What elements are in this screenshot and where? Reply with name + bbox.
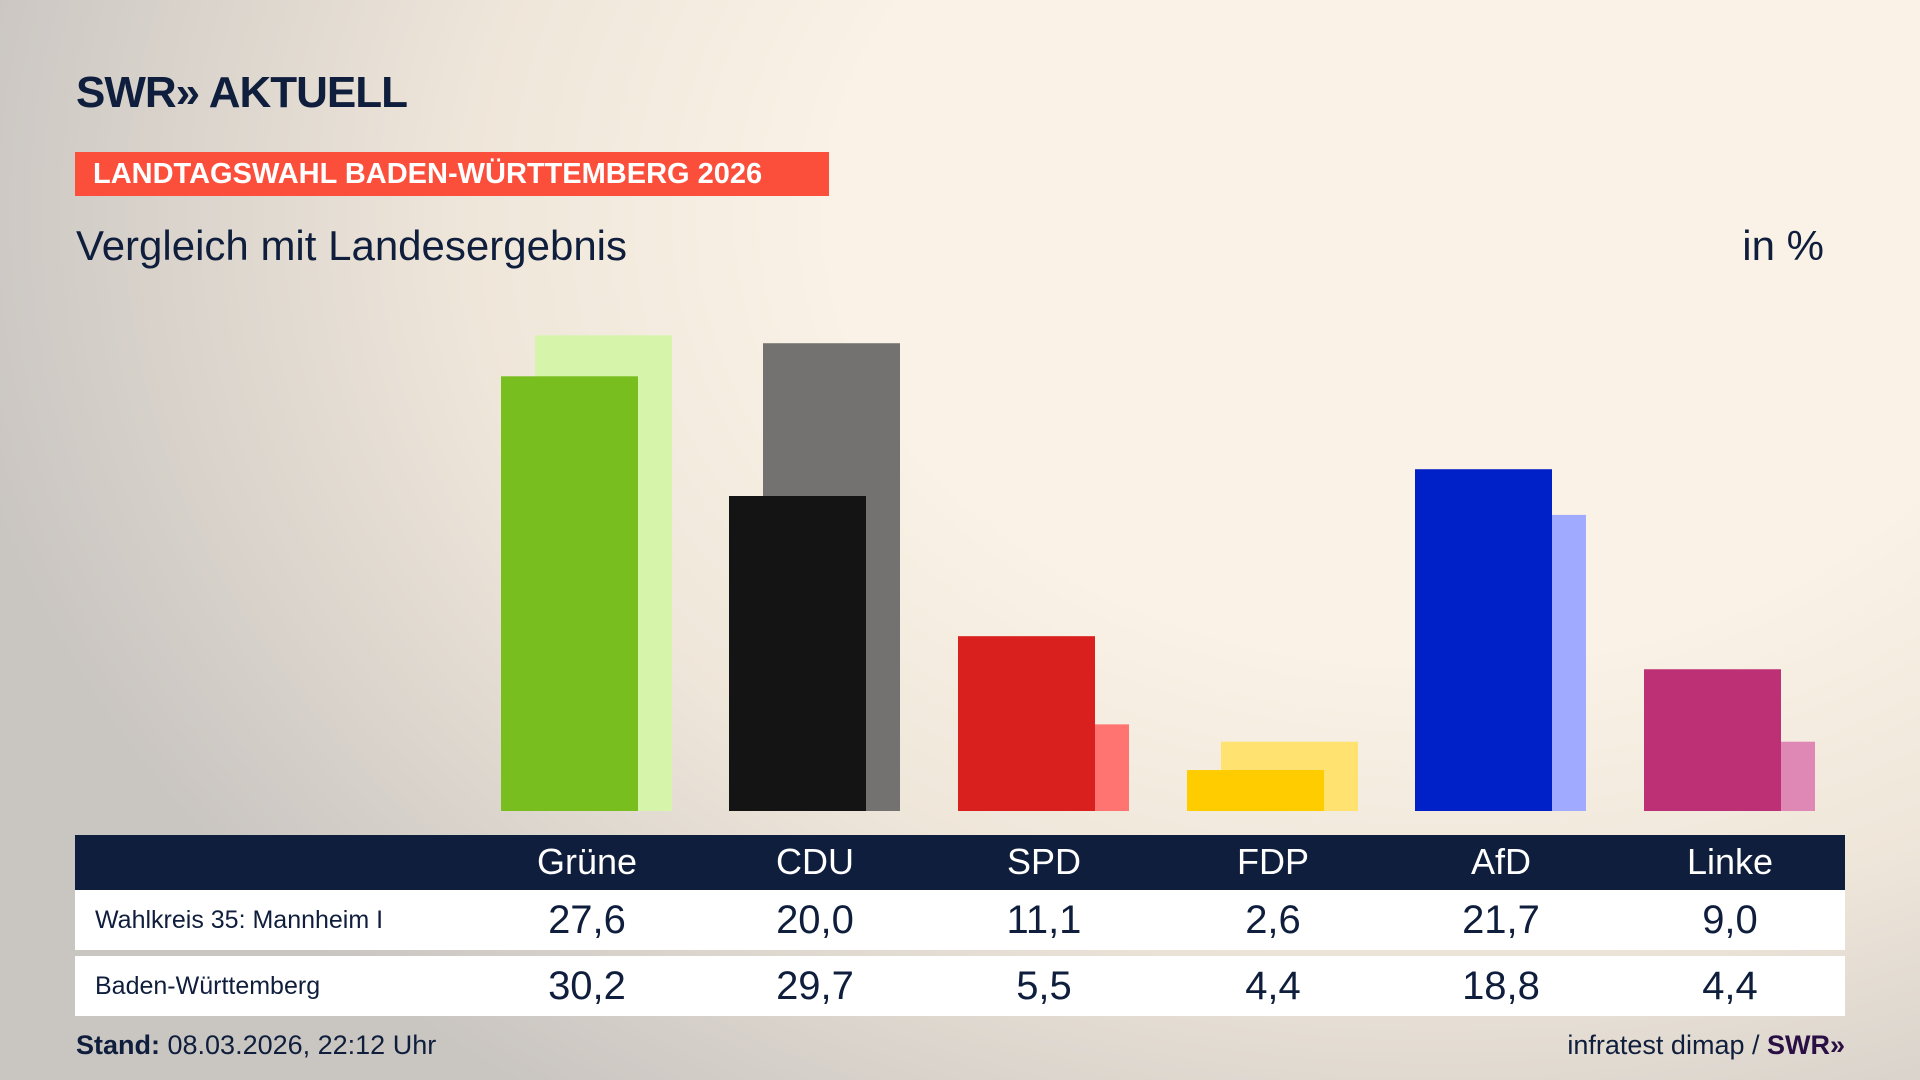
- bar-wahlkreis-linke: [1644, 669, 1781, 811]
- value-cell: 2,6: [1245, 898, 1301, 942]
- column-header: CDU: [776, 841, 854, 882]
- value-cell: 5,5: [1016, 964, 1072, 1008]
- stand-value: 08.03.2026, 22:12 Uhr: [160, 1030, 437, 1060]
- source-text: infratest dimap /: [1567, 1030, 1767, 1060]
- row-label: Baden-Württemberg: [95, 972, 321, 1000]
- bar-wahlkreis-grüne: [501, 376, 638, 811]
- value-cell: 9,0: [1702, 898, 1758, 942]
- bar-wahlkreis-fdp: [1187, 770, 1324, 811]
- table-header: Grüne CDU SPD FDP AfD Linke: [75, 835, 1845, 890]
- table-row-land: Baden-Württemberg 30,2 29,7 5,5 4,4 18,8 4,4: [75, 956, 1845, 1016]
- column-header: Grüne: [536, 841, 638, 882]
- swr-logo: SWR»: [1766, 1030, 1845, 1060]
- column-header: AfD: [1470, 841, 1531, 882]
- value-cell: 11,1: [1006, 898, 1082, 942]
- bar-wahlkreis-afd: [1415, 469, 1552, 811]
- stand-label: Stand:: [76, 1030, 160, 1060]
- value-cell: 29,7: [776, 964, 854, 1008]
- swr-aktuell-logo: SWR» AKTUELL: [76, 68, 408, 117]
- table-row-wahlkreis: Wahlkreis 35: Mannheim I 27,6 20,0 11,1 2,6 2…: [75, 890, 1845, 950]
- value-cell: 27,6: [548, 898, 626, 942]
- value-cell: 20,0: [776, 898, 854, 942]
- column-header: SPD: [1006, 841, 1082, 882]
- row-label: Wahlkreis 35: Mannheim I: [95, 906, 384, 934]
- column-header: FDP: [1237, 841, 1309, 882]
- value-cell: 4,4: [1702, 964, 1758, 1008]
- bar-chart: [501, 335, 1815, 811]
- chart-subtitle: Vergleich mit Landesergebnis: [76, 222, 628, 269]
- value-cell: 4,4: [1245, 964, 1301, 1008]
- value-cell: 30,2: [548, 964, 626, 1008]
- unit-label: in %: [1742, 222, 1824, 269]
- timestamp: Stand: 08.03.2026, 22:12 Uhr: [76, 1030, 436, 1061]
- value-cell: 18,8: [1462, 964, 1540, 1008]
- column-header: Linke: [1686, 841, 1774, 882]
- bar-wahlkreis-spd: [958, 636, 1095, 811]
- source: infratest dimap / SWR»: [1567, 1030, 1845, 1061]
- election-banner: LANDTAGSWAHL BADEN-WÜRTTEMBERG 2026: [75, 152, 829, 196]
- bar-wahlkreis-cdu: [729, 496, 866, 811]
- value-cell: 21,7: [1462, 898, 1540, 942]
